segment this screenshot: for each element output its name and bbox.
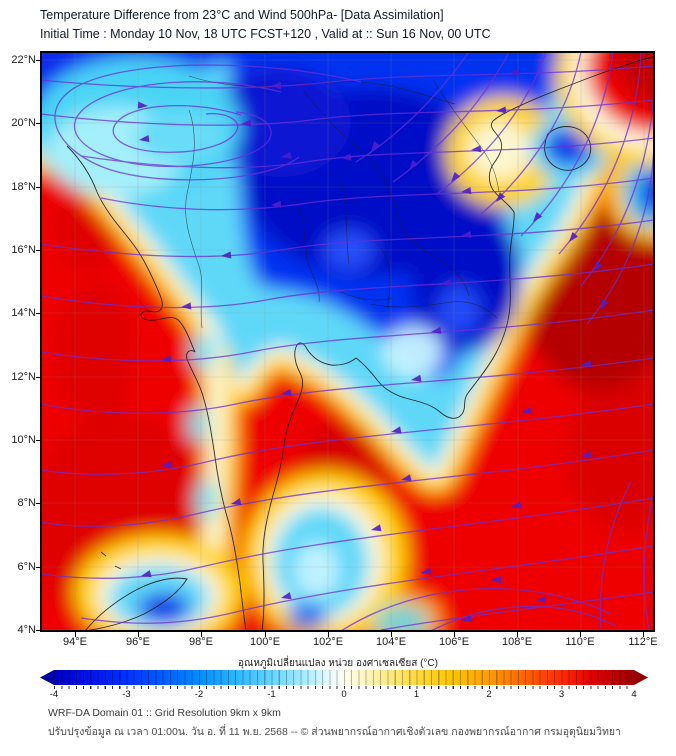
coastlines (66, 56, 654, 631)
y-axis-label: 20°N (11, 117, 36, 129)
colorbar-tick-label: -4 (49, 689, 59, 700)
y-axis-tick (36, 123, 41, 124)
colorbar-minor-ticks (54, 686, 634, 689)
colorbar-tick-label: -2 (194, 689, 204, 700)
y-axis-tick (36, 567, 41, 568)
colorbar-tick-label: 4 (631, 689, 637, 700)
map-frame (41, 52, 654, 631)
x-axis-label: 112°E (628, 636, 658, 648)
x-axis-tick (580, 632, 581, 637)
plot-title-line2: Initial Time : Monday 10 Nov, 18 UTC FCS… (40, 27, 491, 41)
y-axis-label: 8°N (17, 497, 36, 509)
y-axis-label: 6°N (17, 561, 36, 573)
x-axis-tick (265, 632, 266, 637)
y-axis-tick (36, 377, 41, 378)
y-axis-label: 4°N (17, 624, 36, 636)
y-axis-label: 16°N (11, 244, 36, 256)
colorbar-tick-label: 0 (341, 689, 347, 700)
country-borders (185, 75, 500, 329)
colorbar-tick-label: -1 (267, 689, 276, 700)
colorbar (40, 670, 648, 685)
colorbar-tick-label: 3 (558, 689, 565, 700)
footer-domain-info: WRF-DA Domain 01 :: Grid Resolution 9km … (48, 707, 281, 719)
y-axis-label: 18°N (11, 181, 36, 193)
colorbar-tick-label: 2 (486, 689, 492, 700)
weather-map-canvas (41, 52, 654, 631)
x-axis-label: 100°E (249, 636, 281, 648)
y-axis-tick (36, 187, 41, 188)
x-axis-tick (138, 632, 139, 637)
x-axis-tick (201, 632, 202, 637)
wind-streamlines (41, 52, 654, 631)
colorbar-tick-label: -3 (122, 689, 131, 700)
streamline-arrowheads (137, 68, 609, 623)
colorbar-label: อุณหภูมิเปลี่ยนแปลง หน่วย องศาเซลเซียส (… (238, 658, 438, 669)
plot-title-line1: Temperature Difference from 23°C and Win… (40, 8, 444, 22)
colorbar-tick-label: 1 (413, 689, 420, 700)
y-axis-tick (36, 250, 41, 251)
y-axis-label: 10°N (11, 434, 36, 446)
x-axis-tick (643, 632, 644, 637)
y-axis-tick (36, 503, 41, 504)
y-axis-label: 12°N (11, 371, 36, 383)
y-axis-label: 14°N (11, 307, 36, 319)
y-axis-tick (36, 630, 41, 631)
x-axis-label: 110°E (565, 636, 595, 648)
y-axis-tick (36, 60, 41, 61)
x-axis-label: 106°E (438, 636, 470, 648)
y-axis-tick (36, 313, 41, 314)
x-axis-label: 96°E (126, 636, 150, 648)
x-axis-tick (391, 632, 392, 637)
x-axis-tick (328, 632, 329, 637)
x-axis-tick (517, 632, 518, 637)
x-axis-label: 94°E (63, 636, 87, 648)
x-axis-label: 104°E (375, 636, 407, 648)
x-axis-tick (75, 632, 76, 637)
plot-title: Temperature Difference from 23°C and Win… (40, 6, 491, 44)
y-axis-label: 22°N (11, 54, 36, 66)
x-axis-label: 102°E (312, 636, 344, 648)
x-axis-label: 98°E (189, 636, 213, 648)
footer-credit-info: ปรับปรุงข้อมูล ณ เวลา 01:00น. วัน อ. ที่… (48, 726, 621, 738)
x-axis-label: 108°E (501, 636, 533, 648)
x-axis-tick (454, 632, 455, 637)
y-axis-tick (36, 440, 41, 441)
map-panel (40, 51, 655, 632)
